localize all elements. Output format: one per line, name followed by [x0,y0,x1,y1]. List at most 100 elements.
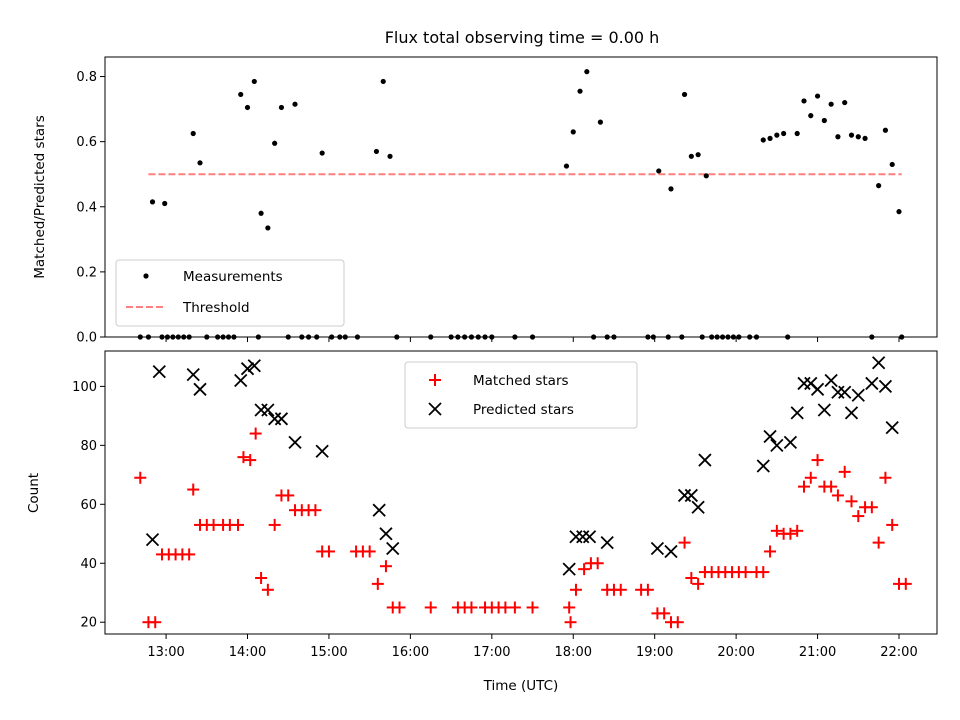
matched-stars-point [764,545,777,558]
matched-stars-point [134,471,147,484]
x-tick-label: 20:00 [717,645,754,660]
x-tick-label: 14:00 [229,645,266,660]
matched-stars-point [237,451,250,464]
measurement-point [278,104,285,111]
predicted-stars-point [810,382,825,396]
matched-stars-point [244,454,257,467]
bottom-y-axis-label: Count [26,473,42,513]
x-tick-label: 21:00 [799,645,836,660]
predicted-stars-point [247,359,261,373]
measurement-point [238,91,244,98]
predicted-stars-point [885,421,899,435]
measurement-point [373,148,380,155]
measurement-point [855,134,861,140]
predicted-stars-point [562,562,576,576]
matched-stars-point [187,483,200,496]
predicted-stars-point [824,373,838,388]
measurement-point [197,160,203,166]
predicted-stars-point [274,412,289,426]
measurement-point [695,152,701,158]
predicted-stars-point [386,541,400,556]
measurement-point [821,117,827,124]
matched-stars-point [692,577,705,590]
predicted-stars-point [261,403,275,417]
x-tick-label: 19:00 [636,645,673,660]
matched-stars-point [268,518,281,531]
measurement-point [703,173,709,179]
measurement-point [563,163,570,169]
matched-stars-point [149,616,162,629]
x-tick-label: 18:00 [555,645,592,660]
predicted-stars-point [193,382,207,396]
y-tick-label: 0.6 [76,135,97,150]
matched-stars-point [309,504,322,517]
matched-stars-point [852,510,865,523]
top-panel: Flux total observing time = 0.00 h 0.00.… [32,28,938,346]
bottom-legend: Matched stars Predicted stars [404,361,638,429]
top-y-axis: 0.0 0.2 0.4 0.6 0.8 [76,70,105,346]
measurement-point [889,161,895,168]
measurement-point [251,78,257,85]
matched-stars-point [564,616,577,629]
matched-stars-point [757,566,770,579]
measurement-point [848,132,855,138]
predicted-stars-point [582,530,597,544]
measurement-point [319,150,325,156]
matched-stars-point [183,548,196,561]
matched-stars-point [678,536,691,549]
matched-stars-point [249,427,262,440]
predicted-stars-point [770,438,784,452]
x-tick-label: 16:00 [392,645,429,660]
measurement-point [896,209,902,215]
matched-stars-point [371,577,384,590]
predicted-stars-point [288,435,302,450]
x-tick-label: 17:00 [473,645,510,660]
predicted-stars-point [684,488,698,503]
measurement-point [380,78,386,85]
y-tick-label: 80 [80,439,97,454]
y-tick-label: 100 [72,380,97,395]
measurement-point [767,135,773,141]
matched-stars-point [255,571,268,584]
top-chart-title: Flux total observing time = 0.00 h [385,28,660,47]
matched-stars-point [591,557,604,570]
matched-stars-point [563,601,576,614]
bottom-x-axis-label: Time (UTC) [483,678,559,694]
x-tick-label: 22:00 [880,645,917,660]
top-axes-frame [104,56,938,338]
matched-stars-point [282,489,295,502]
matched-stars-point [658,607,671,620]
measurement-point [876,183,882,189]
matched-stars-point [614,583,627,596]
predicted-stars-point [756,459,770,473]
matched-stars-point [845,495,858,508]
top-legend-box [115,259,345,327]
measurement-point [656,168,662,174]
bottom-axes-frame [104,350,938,635]
bottom-panel: 20 40 60 80 100 13:00 14:00 15:00 16:00 17:00 18:… [26,350,938,694]
y-tick-label: 0.8 [76,70,97,85]
bottom-x-axis: 13:00 14:00 15:00 16:00 17:00 18:00 19:00 20:00… [147,634,918,660]
matched-stars-point [770,524,783,537]
measurement-point [862,135,868,141]
measurement-point [577,88,583,94]
predicted-stars-point [379,527,393,541]
matched-stars-point [508,601,521,614]
predicted-stars-point [600,535,614,550]
matched-stars-point [465,601,478,614]
matched-stars-point [578,563,591,576]
bottom-plot-area [134,356,912,629]
measurement-point [272,140,278,146]
predicted-stars-point [838,385,852,399]
matched-stars-point [393,601,406,614]
matched-stars-point [232,518,245,531]
measurement-point [835,134,841,140]
x-tick-label: 13:00 [147,645,184,660]
matched-stars-point [804,471,817,484]
matched-stars-point [322,545,335,558]
matched-stars-point [739,566,752,579]
measurement-point [681,91,688,98]
measurement-point [801,98,807,104]
measurement-point [597,119,603,125]
